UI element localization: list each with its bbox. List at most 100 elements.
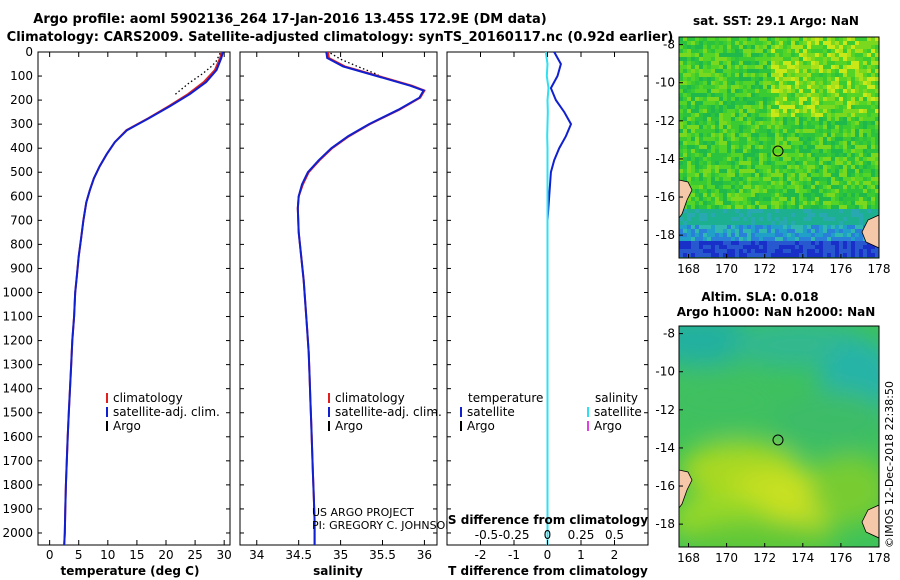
sst-pixel [823, 169, 828, 174]
sst-pixel [719, 197, 724, 202]
sst-pixel [707, 69, 712, 74]
sst-pixel [823, 193, 828, 198]
sst-pixel [827, 101, 832, 106]
sst-pixel [751, 237, 756, 242]
sst-pixel [707, 61, 712, 66]
sst-pixel [807, 205, 812, 210]
sst-pixel [775, 141, 780, 146]
sst-pixel [851, 253, 856, 258]
sst-pixel [747, 157, 752, 162]
sst-pixel [823, 253, 828, 258]
sst-pixel [843, 145, 848, 150]
sst-pixel [867, 113, 872, 118]
sst-pixel [695, 89, 700, 94]
sst-pixel [811, 69, 816, 74]
sst-pixel [815, 193, 820, 198]
sst-pixel [735, 217, 740, 222]
sst-pixel [791, 69, 796, 74]
sst-pixel [867, 109, 872, 114]
sst-pixel [831, 65, 836, 70]
sst-pixel [795, 245, 800, 250]
sst-pixel [711, 113, 716, 118]
sst-pixel [695, 97, 700, 102]
sst-pixel [823, 205, 828, 210]
sst-pixel [755, 77, 760, 82]
sst-pixel [767, 205, 772, 210]
sst-pixel [683, 137, 688, 142]
sst-pixel [855, 161, 860, 166]
sst-pixel [747, 201, 752, 206]
sst-pixel [775, 181, 780, 186]
sst-pixel [843, 109, 848, 114]
sst-pixel [839, 193, 844, 198]
sst-pixel [851, 161, 856, 166]
sst-pixel [859, 81, 864, 86]
sst-pixel [835, 85, 840, 90]
sst-pixel [819, 161, 824, 166]
sst-pixel [863, 57, 868, 62]
sst-pixel [683, 133, 688, 138]
sst-pixel [847, 65, 852, 70]
sst-pixel [687, 109, 692, 114]
sst-pixel [679, 97, 684, 102]
sst-pixel [699, 109, 704, 114]
sst-pixel [799, 41, 804, 46]
sst-pixel [711, 49, 716, 54]
sst-pixel [815, 189, 820, 194]
sst-pixel [727, 137, 732, 142]
sst-pixel [763, 137, 768, 142]
sst-pixel [767, 217, 772, 222]
sst-pixel [711, 97, 716, 102]
sst-pixel [715, 93, 720, 98]
sst-pixel [711, 61, 716, 66]
sst-pixel [867, 61, 872, 66]
sst-pixel [867, 169, 872, 174]
sst-pixel [703, 173, 708, 178]
sst-pixel [875, 185, 879, 190]
sst-pixel [843, 141, 848, 146]
sst-pixel [739, 197, 744, 202]
sst-pixel [691, 65, 696, 70]
sst-pixel [851, 233, 856, 238]
sst-pixel [679, 101, 684, 106]
sst-pixel [851, 197, 856, 202]
sst-pixel [767, 149, 772, 154]
sst-pixel [767, 245, 772, 250]
sst-pixel [835, 193, 840, 198]
sst-pixel [767, 85, 772, 90]
sst-pixel [775, 193, 780, 198]
sst-pixel [823, 245, 828, 250]
sst-pixel [783, 45, 788, 50]
sst-pixel [731, 69, 736, 74]
sst-pixel [715, 69, 720, 74]
sst-pixel [851, 221, 856, 226]
sst-pixel [751, 201, 756, 206]
sst-pixel [791, 53, 796, 58]
sst-pixel [843, 225, 848, 230]
sst-pixel [707, 121, 712, 126]
sst-pixel [743, 249, 748, 254]
sst-pixel [719, 213, 724, 218]
sst-pixel [799, 201, 804, 206]
sst-pixel [747, 57, 752, 62]
sst-pixel [839, 241, 844, 246]
sla-map-frame [678, 325, 880, 548]
sst-pixel [851, 153, 856, 158]
sst-pixel [839, 105, 844, 110]
sst-pixel [735, 253, 740, 258]
sst-pixel [863, 181, 868, 186]
sst-pixel [707, 209, 712, 214]
sst-pixel [823, 237, 828, 242]
sst-pixel [811, 217, 816, 222]
sst-pixel [731, 37, 736, 42]
sst-pixel [739, 61, 744, 66]
sst-pixel [731, 137, 736, 142]
sst-pixel [747, 245, 752, 250]
sst-pixel [787, 49, 792, 54]
sst-pixel [731, 57, 736, 62]
sst-pixel [863, 245, 868, 250]
sst-pixel [703, 101, 708, 106]
sst-pixel [799, 149, 804, 154]
sst-pixel [703, 137, 708, 142]
sst-pixel [743, 149, 748, 154]
